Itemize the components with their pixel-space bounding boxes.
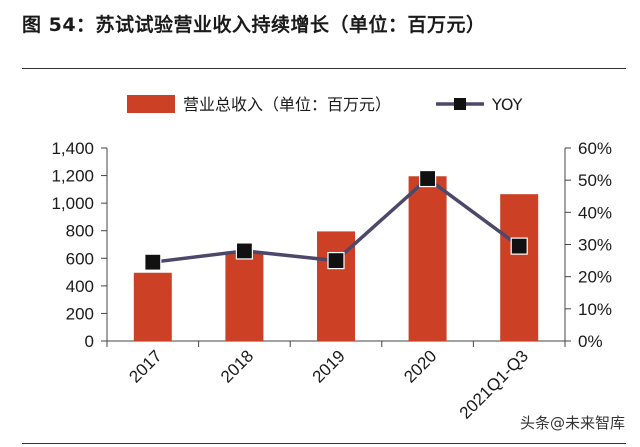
bar bbox=[500, 194, 539, 341]
figure-title: 图 54：苏试试验营业收入持续增长（单位：百万元） bbox=[22, 14, 486, 36]
bar bbox=[133, 272, 172, 341]
y-left-tick-label: 600 bbox=[66, 249, 94, 268]
x-tick-label: 2019 bbox=[309, 346, 349, 386]
y-right-tick-label: 10% bbox=[578, 300, 612, 319]
y-right-tick-label: 20% bbox=[578, 268, 612, 287]
y-left-tick-label: 400 bbox=[66, 277, 94, 296]
y-right-tick-label: 0% bbox=[578, 332, 603, 351]
yoy-point bbox=[235, 242, 253, 260]
y-left-tick-label: 1,200 bbox=[51, 167, 94, 186]
x-tick-label: 2020 bbox=[400, 346, 440, 386]
y-left-tick-label: 1,000 bbox=[51, 194, 94, 213]
y-left-tick-label: 800 bbox=[66, 222, 94, 241]
watermark: 头条@未来智库 bbox=[516, 412, 628, 433]
bottom-rule bbox=[22, 443, 626, 444]
yoy-point bbox=[510, 237, 528, 255]
bars-layer bbox=[133, 176, 539, 341]
yoy-point bbox=[144, 253, 162, 271]
x-tick-label: 2017 bbox=[125, 346, 165, 386]
legend-line-label: YOY bbox=[491, 95, 523, 114]
legend: 营业总收入（单位：百万元） YOY bbox=[127, 95, 523, 114]
legend-bar-swatch bbox=[127, 95, 175, 113]
x-tick-label: 2018 bbox=[217, 346, 257, 386]
bar bbox=[225, 251, 264, 341]
yoy-point bbox=[419, 169, 437, 188]
yoy-point bbox=[327, 251, 345, 270]
y-left-tick-label: 200 bbox=[66, 304, 94, 323]
y-left-tick-label: 1,400 bbox=[51, 139, 94, 158]
y-right-tick-label: 60% bbox=[578, 139, 612, 158]
title-rule bbox=[22, 68, 626, 69]
line-layer bbox=[144, 169, 528, 271]
legend-bar-label: 营业总收入（单位：百万元） bbox=[183, 95, 391, 114]
y-right-tick-label: 40% bbox=[578, 203, 612, 222]
y-right-tick-label: 30% bbox=[578, 236, 612, 255]
bar bbox=[408, 176, 447, 341]
legend-line-marker bbox=[454, 98, 466, 110]
y-right-tick-label: 50% bbox=[578, 171, 612, 190]
y-left-tick-label: 0 bbox=[85, 332, 94, 351]
